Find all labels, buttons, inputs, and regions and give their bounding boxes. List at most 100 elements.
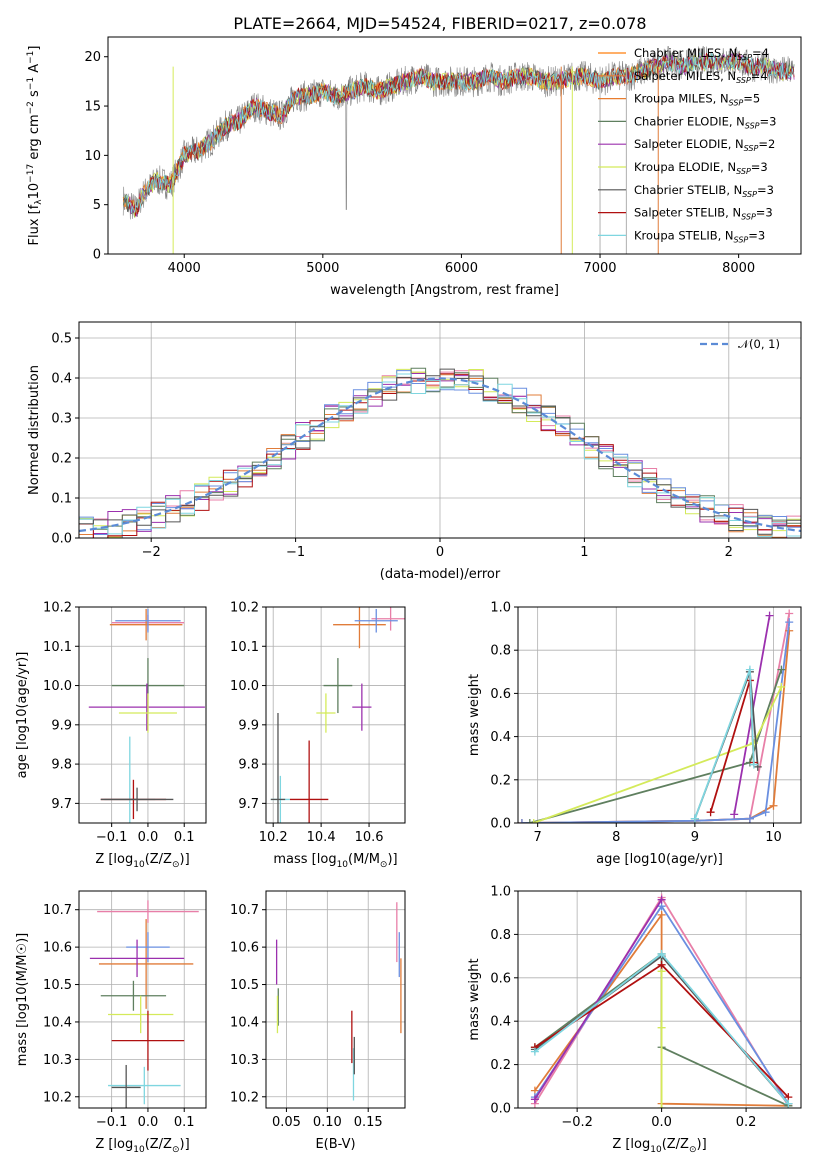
y-label-part: Flux [f bbox=[27, 204, 42, 245]
x-axis-label: age [log10(age/yr)] bbox=[596, 852, 723, 867]
legend-label-subscript: SSP bbox=[736, 167, 751, 176]
weight-point-marker bbox=[730, 810, 739, 819]
y-tick-label: 9.9 bbox=[238, 718, 259, 733]
legend-label-subscript: SSP bbox=[741, 213, 756, 222]
plot-area-3 bbox=[270, 607, 405, 823]
legend-label-tail: =4 bbox=[751, 69, 768, 83]
panel-1: −2 −1 0 1 2 0.0 0.1 0.2 0.3 0.4 0.5 𝒩(0, 1) (data-mo… bbox=[27, 321, 802, 582]
y-tick-label: 10.2 bbox=[43, 601, 72, 616]
y-tick-label: 10.1 bbox=[43, 640, 72, 655]
plot-area-7 bbox=[530, 893, 793, 1108]
legend-label: Kroupa MILES, NSSP=5 bbox=[634, 92, 760, 108]
x-tick-label: 8 bbox=[612, 830, 620, 845]
y-tick-label: 10.0 bbox=[230, 679, 259, 694]
axes-frame bbox=[78, 606, 207, 824]
y-tick-label: 10.1 bbox=[230, 640, 259, 655]
plot-area-2 bbox=[88, 608, 205, 823]
x-tick-label: 10.4 bbox=[307, 830, 336, 845]
panel-3: 10.2 10.4 10.6 9.7 9.8 9.9 10.0 10.1 10.2 mass [l… bbox=[230, 601, 406, 870]
y-tick-label: 0.0 bbox=[490, 817, 511, 832]
plot-area-1 bbox=[79, 367, 801, 538]
model-spectrum-line bbox=[125, 51, 794, 214]
axes-frame bbox=[78, 890, 207, 1109]
x-tick-label: 0.15 bbox=[354, 1115, 383, 1130]
legend-label: 𝒩(0, 1) bbox=[738, 337, 780, 351]
weight-point-marker bbox=[530, 1047, 539, 1056]
legend-label: Chabrier MILES, NSSP=4 bbox=[634, 46, 769, 62]
y-tick-label: 10.5 bbox=[230, 978, 259, 993]
weight-point-marker bbox=[518, 819, 526, 823]
x-tick-label: 0.2 bbox=[736, 1115, 757, 1130]
weight-point-marker bbox=[657, 960, 666, 969]
y-label-part: −1 bbox=[26, 51, 36, 64]
y-tick-label: 0.2 bbox=[490, 773, 511, 788]
x-label-main: Z [log bbox=[95, 852, 133, 867]
y-tick-label: 0.1 bbox=[51, 492, 72, 507]
y-tick-label: 5 bbox=[93, 198, 101, 213]
legend-label: Kroupa ELODIE, NSSP=3 bbox=[634, 160, 768, 176]
x-label-tail: (Z/Z bbox=[145, 852, 172, 867]
weight-point-marker bbox=[749, 760, 758, 769]
y-tick-label: 1.0 bbox=[490, 885, 511, 900]
x-tick-label: −2 bbox=[142, 545, 161, 560]
y-tick-label: 9.8 bbox=[51, 758, 72, 773]
y-tick-label: 1.0 bbox=[490, 601, 511, 616]
x-label-subscript: 10 bbox=[133, 1145, 145, 1155]
x-tick-label: 0.0 bbox=[138, 830, 159, 845]
y-tick-label: 0.2 bbox=[51, 452, 72, 467]
axes-frame bbox=[265, 890, 406, 1109]
legend-label-subscript: SSP bbox=[729, 99, 744, 108]
x-label-tail: (Z/Z bbox=[662, 1137, 689, 1152]
plot-area-6 bbox=[275, 902, 402, 1101]
panel-5: −0.1 0.0 0.1 10.2 10.3 10.4 10.5 10.6 10.7 Z [log… bbox=[15, 890, 207, 1155]
x-label-main: Z [log bbox=[612, 1137, 650, 1152]
y-tick-label: 9.7 bbox=[238, 797, 259, 812]
weight-point-marker bbox=[777, 682, 786, 691]
x-tick-label: 0.1 bbox=[174, 830, 195, 845]
x-label-tail: (Z/Z bbox=[145, 1137, 172, 1152]
x-label-subscript: 10 bbox=[650, 1145, 662, 1155]
weight-point-marker bbox=[706, 808, 715, 817]
legend-label-tail: =3 bbox=[756, 206, 773, 220]
x-axis-label: Z [log10(Z/Z⊙)] bbox=[95, 852, 189, 870]
legend-label: Kroupa STELIB, NSSP=3 bbox=[634, 228, 765, 244]
legend-label-tail: =3 bbox=[751, 160, 768, 174]
weight-series-line bbox=[534, 899, 663, 1100]
x-label-close: )] bbox=[180, 1137, 190, 1152]
y-tick-label: 0.3 bbox=[51, 412, 72, 427]
legend-label: Salpeter MILES, NSSP=4 bbox=[634, 69, 768, 85]
legend-label-tail: =2 bbox=[758, 137, 775, 151]
y-label-part: −2 bbox=[26, 101, 36, 114]
axes-frame bbox=[265, 606, 406, 824]
plot-area-4 bbox=[518, 609, 794, 823]
y-label-part: −1 bbox=[26, 77, 36, 90]
plot-area-0 bbox=[122, 45, 795, 254]
x-tick-label: 0.10 bbox=[313, 1115, 342, 1130]
x-label-sun: ⊙ bbox=[172, 1145, 180, 1155]
x-label-sun: ⊙ bbox=[172, 860, 180, 870]
x-tick-label: 0.1 bbox=[174, 1115, 195, 1130]
y-tick-label: 9.7 bbox=[51, 797, 72, 812]
y-tick-label: 0.0 bbox=[51, 532, 72, 547]
figure-title: PLATE=2664, MJD=54524, FIBERID=0217, z=0… bbox=[233, 14, 646, 33]
y-tick-label: 10.3 bbox=[230, 1053, 259, 1068]
legend-label: Chabrier STELIB, NSSP=3 bbox=[634, 183, 774, 199]
x-label-main: mass [log bbox=[273, 852, 336, 867]
y-axis-label: Normed distribution bbox=[27, 365, 42, 495]
weight-point-marker bbox=[784, 1099, 793, 1108]
histogram-series bbox=[79, 368, 801, 535]
weight-point-marker bbox=[745, 814, 754, 823]
y-tick-label: 0.8 bbox=[490, 928, 511, 943]
x-label-close: )] bbox=[180, 852, 190, 867]
y-tick-label: 0.0 bbox=[490, 1102, 511, 1117]
weight-point-marker bbox=[769, 801, 778, 810]
x-tick-label: 10.6 bbox=[355, 830, 384, 845]
x-label-close: )] bbox=[387, 852, 397, 867]
axes-frame bbox=[517, 606, 802, 824]
weight-point-marker bbox=[761, 808, 770, 817]
panel-2: −0.1 0.0 0.1 9.7 9.8 9.9 10.0 10.1 10.2 Z [log10(… bbox=[15, 601, 207, 870]
x-tick-label: 0.05 bbox=[272, 1115, 301, 1130]
weight-point-marker bbox=[765, 611, 774, 620]
